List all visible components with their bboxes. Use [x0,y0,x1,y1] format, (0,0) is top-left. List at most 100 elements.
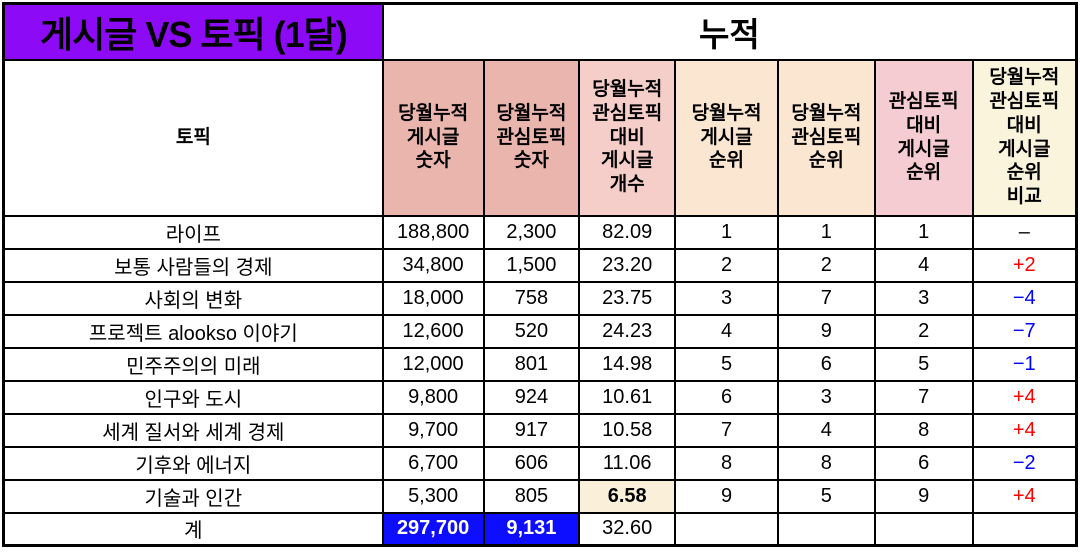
cell-ratio: 24.23 [578,313,677,349]
cell-rank-diff: +4 [971,412,1078,448]
cell-topic: 세계 질서와 세계 경제 [2,412,384,448]
cell-ratio-highlighted: 6.58 [578,478,677,514]
cell-posts-rank: 8 [674,445,779,481]
cell-posts-rank: 5 [674,346,779,382]
cell-topic: 보통 사람들의 경제 [2,247,384,283]
cell-interest: 917 [482,412,581,448]
cell-topic: 민주주의의 미래 [2,346,384,382]
cell-ratio: 23.75 [578,280,677,316]
cell-posts: 9,800 [381,379,485,415]
cell-interest: 2,300 [482,214,581,250]
cell-interest-rank: 3 [776,379,876,415]
cell-interest: 805 [482,478,581,514]
table-row-life: 라이프 188,800 2,300 82.09 1 1 1 – [2,214,1078,250]
cell-posts-rank: 6 [674,379,779,415]
cell-posts: 9,700 [381,412,485,448]
cell-total-label: 계 [2,511,384,547]
cell-vs-rank: 2 [873,313,974,349]
col-header-rank-vs-interest: 관심토픽 대비 게시글 순위 [873,58,974,217]
col-header-topic: 토픽 [2,58,384,217]
table-row-project-alookso: 프로젝트 alookso 이야기 12,600 520 24.23 4 9 2 … [2,313,1078,349]
cell-total-interest: 9,131 [482,511,581,547]
cell-vs-rank: 3 [873,280,974,316]
cell-topic: 기술과 인간 [2,478,384,514]
cell-interest-rank: 2 [776,247,876,283]
cell-ratio: 11.06 [578,445,677,481]
col-header-posts-rank: 당월누적 게시글 순위 [674,58,779,217]
cell-interest: 801 [482,346,581,382]
title-row: 게시글 VS 토픽 (1달) 누적 [2,2,1078,61]
cell-posts-rank: 3 [674,280,779,316]
table-row-total: 계 297,700 9,131 32.60 [2,511,1078,547]
cell-interest-rank: 7 [776,280,876,316]
cell-ratio: 10.58 [578,412,677,448]
cell-rank-diff: – [971,214,1078,250]
cell-posts: 5,300 [381,478,485,514]
table-row-social-change: 사회의 변화 18,000 758 23.75 3 7 3 −4 [2,280,1078,316]
cell-interest: 520 [482,313,581,349]
cell-posts: 34,800 [381,247,485,283]
cell-posts-rank: 4 [674,313,779,349]
cell-total-posts-rank [674,511,779,547]
cell-total-rank-diff [971,511,1078,547]
cell-posts-rank: 9 [674,478,779,514]
cell-rank-diff: +4 [971,478,1078,514]
cell-interest: 924 [482,379,581,415]
table-row-population-city: 인구와 도시 9,800 924 10.61 6 3 7 +4 [2,379,1078,415]
cell-rank-diff: −7 [971,313,1078,349]
cell-posts: 18,000 [381,280,485,316]
cell-posts-rank: 1 [674,214,779,250]
cell-topic: 라이프 [2,214,384,250]
cell-ratio: 82.09 [578,214,677,250]
table-row-technology-human: 기술과 인간 5,300 805 6.58 9 5 9 +4 [2,478,1078,514]
cell-posts: 188,800 [381,214,485,250]
table-title: 게시글 VS 토픽 (1달) [2,2,384,61]
cell-interest: 758 [482,280,581,316]
cell-vs-rank: 6 [873,445,974,481]
cell-rank-diff: −1 [971,346,1078,382]
cell-interest-rank: 1 [776,214,876,250]
cell-interest-rank: 6 [776,346,876,382]
table-row-world-order-economy: 세계 질서와 세계 경제 9,700 917 10.58 7 4 8 +4 [2,412,1078,448]
cell-topic: 기후와 에너지 [2,445,384,481]
cell-vs-rank: 5 [873,346,974,382]
col-header-posts-per-interest: 당월누적 관심토픽 대비 게시글 개수 [578,58,677,217]
cell-topic: 사회의 변화 [2,280,384,316]
col-header-monthly-posts: 당월누적 게시글 숫자 [381,58,485,217]
cell-ratio: 14.98 [578,346,677,382]
cell-total-vs-rank [873,511,974,547]
cell-interest: 1,500 [482,247,581,283]
col-header-interest-rank: 당월누적 관심토픽 순위 [776,58,876,217]
cell-posts: 12,000 [381,346,485,382]
table-row-democracy: 민주주의의 미래 12,000 801 14.98 5 6 5 −1 [2,346,1078,382]
cell-vs-rank: 1 [873,214,974,250]
cell-vs-rank: 9 [873,478,974,514]
col-header-rank-diff: 당월누적 관심토픽 대비 게시글 순위 비교 [971,58,1078,217]
cell-topic: 프로젝트 alookso 이야기 [2,313,384,349]
cell-topic: 인구와 도시 [2,379,384,415]
cell-posts: 6,700 [381,445,485,481]
cell-rank-diff: +2 [971,247,1078,283]
cell-rank-diff: −2 [971,445,1078,481]
cell-interest-rank: 4 [776,412,876,448]
cell-interest: 606 [482,445,581,481]
cell-total-interest-rank [776,511,876,547]
column-header-row: 토픽 당월누적 게시글 숫자 당월누적 관심토픽 숫자 당월누적 관심토픽 대비… [2,58,1078,217]
cell-interest-rank: 8 [776,445,876,481]
cell-vs-rank: 7 [873,379,974,415]
cell-rank-diff: −4 [971,280,1078,316]
table-row-economy: 보통 사람들의 경제 34,800 1,500 23.20 2 2 4 +2 [2,247,1078,283]
cell-posts-rank: 7 [674,412,779,448]
cell-vs-rank: 8 [873,412,974,448]
cell-vs-rank: 4 [873,247,974,283]
cell-interest-rank: 5 [776,478,876,514]
cell-posts: 12,600 [381,313,485,349]
group-header-cumulative: 누적 [381,2,1078,61]
cell-ratio: 10.61 [578,379,677,415]
cell-interest-rank: 9 [776,313,876,349]
table-row-climate-energy: 기후와 에너지 6,700 606 11.06 8 8 6 −2 [2,445,1078,481]
cell-total-ratio: 32.60 [578,511,677,547]
col-header-monthly-interest-topics: 당월누적 관심토픽 숫자 [482,58,581,217]
